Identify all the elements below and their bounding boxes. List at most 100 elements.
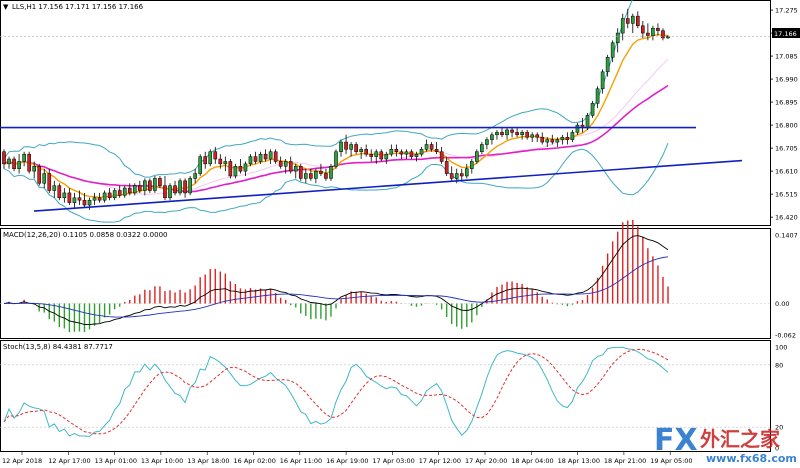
candle-body bbox=[42, 173, 47, 184]
price-tick-label: 16.610 bbox=[775, 168, 798, 176]
time-tick-label: 12 Apr 2018 bbox=[2, 457, 42, 465]
price-tick-label: 17.085 bbox=[775, 53, 798, 61]
candle-body bbox=[475, 151, 479, 162]
candle-body bbox=[2, 151, 6, 165]
candle-body bbox=[329, 166, 333, 179]
candle-body bbox=[429, 144, 434, 150]
time-tick-label: 16 Apr 19:00 bbox=[326, 457, 368, 465]
candle-body bbox=[641, 25, 645, 34]
candle-body bbox=[399, 151, 404, 155]
candle-body bbox=[258, 153, 263, 162]
stoch-d-line bbox=[3, 349, 669, 435]
candle-body bbox=[57, 185, 62, 199]
candle-body bbox=[515, 132, 519, 136]
candle-body bbox=[293, 166, 298, 172]
candle-body bbox=[444, 161, 449, 174]
candle-body bbox=[651, 27, 655, 36]
candle-body bbox=[625, 18, 630, 24]
candle-body bbox=[213, 151, 218, 160]
candle-body bbox=[424, 144, 429, 150]
candle-body bbox=[37, 166, 42, 184]
candle-body bbox=[454, 173, 459, 179]
candle-body bbox=[309, 173, 313, 179]
candle-body bbox=[505, 129, 509, 136]
candle-body bbox=[384, 153, 389, 160]
candle-body bbox=[480, 144, 484, 153]
watermark-logo: FX 外汇之家 www.fx68.com bbox=[654, 423, 797, 465]
macd-pane-title: MACD(12,26,20) 0.1105 0.0858 0.0322 0.00… bbox=[3, 231, 168, 239]
candle-body bbox=[314, 170, 318, 179]
candle-body bbox=[605, 57, 610, 73]
candle-body bbox=[656, 27, 660, 31]
candle-body bbox=[173, 185, 177, 194]
drawn-lines[interactable] bbox=[0, 36, 770, 212]
candle-body bbox=[575, 124, 580, 133]
candle-body bbox=[409, 151, 414, 157]
candle-body bbox=[545, 139, 550, 143]
candle-body bbox=[288, 161, 293, 172]
candle-body bbox=[354, 144, 358, 153]
candle-body bbox=[52, 185, 57, 191]
candle-body bbox=[268, 151, 273, 160]
candle-body bbox=[72, 197, 77, 203]
candle-body bbox=[459, 173, 464, 177]
candle-body bbox=[565, 136, 570, 140]
candle-body bbox=[560, 136, 565, 140]
candle-body bbox=[82, 199, 87, 206]
candle-body bbox=[530, 134, 534, 138]
time-tick-label: 17 Apr 20:00 bbox=[465, 457, 507, 465]
macd-tick-label: 0.1407 bbox=[775, 232, 798, 240]
candle-body bbox=[389, 149, 394, 155]
candle-body bbox=[324, 173, 328, 179]
candle-body bbox=[92, 197, 97, 201]
candle-body bbox=[550, 139, 555, 143]
candle-body bbox=[283, 161, 288, 167]
stoch-tick-label: 100 bbox=[775, 344, 787, 352]
candle-body bbox=[646, 32, 650, 36]
candle-body bbox=[394, 149, 399, 153]
macd-signal-line bbox=[3, 256, 669, 318]
candle-body bbox=[97, 197, 102, 201]
candle-body bbox=[183, 180, 187, 194]
candle-body bbox=[525, 132, 529, 138]
candle-body bbox=[138, 185, 142, 191]
candle-body bbox=[339, 141, 343, 153]
dropdown-arrow-icon[interactable]: ▼ bbox=[3, 3, 9, 11]
candle-body bbox=[278, 161, 283, 167]
price-tick-label: 16.990 bbox=[775, 76, 798, 84]
macd-tick-label: -0.062 bbox=[775, 332, 796, 340]
candle-body bbox=[163, 185, 167, 199]
candle-body bbox=[248, 156, 253, 165]
time-tick-label: 18 Apr 13:00 bbox=[558, 457, 600, 465]
candle-body bbox=[298, 166, 303, 179]
candle-body bbox=[620, 18, 625, 34]
candle-body bbox=[47, 173, 52, 191]
macd-pane-frame bbox=[0, 228, 771, 339]
price-tick-label: 16.515 bbox=[775, 191, 798, 199]
candle-body bbox=[158, 178, 162, 186]
candle-body bbox=[67, 192, 72, 203]
candle-body bbox=[193, 173, 197, 179]
macd-tick-label: 0.00 bbox=[775, 300, 789, 308]
candle-body bbox=[540, 136, 545, 143]
candle-body bbox=[636, 15, 640, 27]
candle-body bbox=[62, 192, 67, 199]
stochastic-indicator bbox=[0, 346, 770, 437]
candle-body bbox=[127, 187, 132, 194]
time-tick-label: 12 Apr 17:00 bbox=[48, 457, 90, 465]
candle-body bbox=[7, 158, 11, 165]
candle-body bbox=[419, 149, 424, 155]
candle-body bbox=[359, 149, 363, 153]
time-tick-label: 16 Apr 02:00 bbox=[234, 457, 276, 465]
time-tick-label: 18 Apr 21:00 bbox=[604, 457, 646, 465]
candle-body bbox=[319, 170, 323, 174]
main-pane-title: LLS,H1 17.156 17.171 17.156 17.166 bbox=[12, 3, 144, 11]
candle-body bbox=[203, 156, 208, 165]
candle-body bbox=[238, 166, 243, 172]
candle-body bbox=[17, 161, 21, 169]
candle-body bbox=[334, 151, 338, 167]
stoch-pane-title: Stoch(13,5,8) 84.4381 87.7717 bbox=[3, 343, 113, 351]
candle-body bbox=[630, 15, 635, 24]
current-price-tag bbox=[772, 28, 800, 38]
